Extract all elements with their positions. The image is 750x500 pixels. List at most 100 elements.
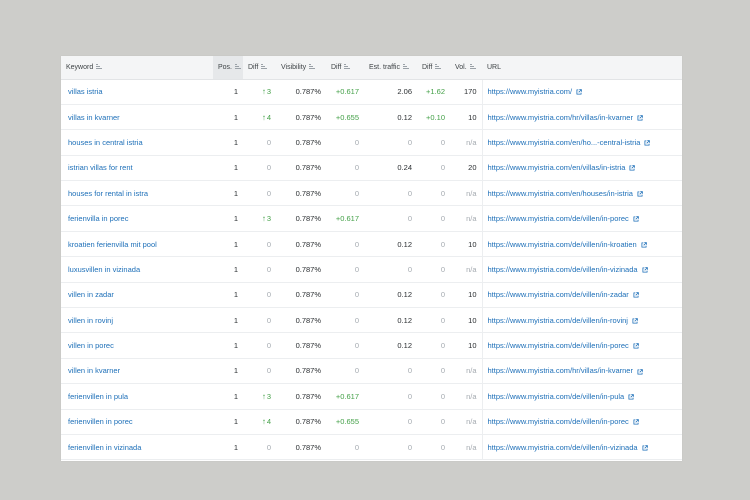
position-diff-cell: ↑3 <box>243 79 276 105</box>
sort-icon[interactable] <box>261 64 268 70</box>
col-header-label: Diff <box>331 63 342 71</box>
col-header-visibility[interactable]: Visibility <box>276 56 326 80</box>
position-cell: 1 <box>213 332 243 359</box>
url-link[interactable]: https://www.myistria.com/de/villen/in-pu… <box>487 391 625 401</box>
volume-cell: 170 <box>450 79 482 105</box>
url-link[interactable]: https://www.myistria.com/de/villen/in-kr… <box>487 239 637 249</box>
position-diff-cell: 0 <box>243 256 276 283</box>
position-cell: 1 <box>213 104 243 131</box>
col-header-traffic-diff[interactable]: Diff <box>417 56 450 80</box>
table-row: houses for rental in istra 1 0 0.787% 0 … <box>61 180 682 207</box>
visibility-diff-cell: 0 <box>326 155 364 182</box>
keyword-cell: villen in kvarner <box>61 358 213 385</box>
col-header-label: Pos. <box>218 63 233 71</box>
url-cell: https://www.myistria.com/de/villen/in-pu… <box>481 383 682 410</box>
volume-cell: 10 <box>450 282 482 309</box>
url-link[interactable]: https://www.myistria.com/de/villen/in-ro… <box>487 315 628 325</box>
sort-icon[interactable] <box>309 64 316 70</box>
col-header-position-diff[interactable]: Diff <box>243 56 276 80</box>
col-header-visibility-diff[interactable]: Diff <box>326 56 364 80</box>
keyword-link[interactable]: houses in central istria <box>68 137 143 147</box>
keyword-cell: kroatien ferienvilla mit pool <box>61 231 213 258</box>
arrow-up-icon: ↑ <box>261 87 266 97</box>
url-cell: https://www.myistria.com/de/villen/in-po… <box>481 205 682 232</box>
visibility-diff-cell: 0 <box>326 282 364 309</box>
keyword-link[interactable]: ferienvillen in vizinada <box>68 442 142 452</box>
keyword-link[interactable]: villen in zadar <box>68 290 114 300</box>
external-link-icon[interactable] <box>642 267 648 273</box>
traffic-cell: 0 <box>364 409 417 435</box>
external-link-icon[interactable] <box>576 89 582 95</box>
keyword-link[interactable]: luxusvillen in vizinada <box>68 264 141 274</box>
url-link[interactable]: https://www.myistria.com/de/villen/in-po… <box>487 214 629 224</box>
col-header-position[interactable]: Pos. <box>213 56 243 80</box>
url-link[interactable]: https://www.myistria.com/de/villen/in-po… <box>487 417 629 427</box>
external-link-icon[interactable] <box>637 368 643 375</box>
url-cell: https://www.myistria.com/de/villen/in-vi… <box>481 256 682 283</box>
visibility-cell: 0.787% <box>276 332 326 359</box>
keyword-link[interactable]: ferienvillen in pula <box>68 391 129 401</box>
arrow-up-icon: ↑ <box>261 417 266 427</box>
position-cell: 1 <box>213 231 243 258</box>
external-link-icon[interactable] <box>637 114 643 121</box>
traffic-diff-cell: 0 <box>417 383 450 410</box>
url-link[interactable]: https://www.myistria.com/ <box>487 87 573 97</box>
traffic-diff-cell: +0.10 <box>417 104 450 131</box>
url-link[interactable]: https://www.myistria.com/en/villas/in-is… <box>487 163 626 173</box>
external-link-icon[interactable] <box>637 190 643 197</box>
position-cell: 1 <box>213 155 243 182</box>
keyword-link[interactable]: villen in kvarner <box>68 366 121 376</box>
url-link[interactable]: https://www.myistria.com/en/ho...-centra… <box>487 137 641 147</box>
external-link-icon[interactable] <box>633 216 639 222</box>
table-row: villen in porec 1 0 0.787% 0 0.12 0 10 h… <box>61 332 682 359</box>
col-header-label: Vol. <box>455 63 467 71</box>
visibility-cell: 0.787% <box>276 155 326 182</box>
external-link-icon[interactable] <box>644 140 651 146</box>
keyword-link[interactable]: villas istria <box>68 87 103 97</box>
external-link-icon[interactable] <box>642 444 648 451</box>
position-diff-value: 0 <box>266 188 271 198</box>
table-row: istrian villas for rent 1 0 0.787% 0 0.2… <box>61 155 682 182</box>
keyword-link[interactable]: ferienvillen in porec <box>68 417 133 427</box>
external-link-icon[interactable] <box>633 292 639 298</box>
url-link[interactable]: https://www.myistria.com/de/villen/in-za… <box>487 290 629 300</box>
position-diff-value: 0 <box>266 163 271 173</box>
external-link-icon[interactable] <box>633 419 639 425</box>
sort-icon[interactable] <box>96 64 103 70</box>
url-link[interactable]: https://www.myistria.com/de/villen/in-vi… <box>487 264 638 274</box>
volume-cell: n/a <box>450 358 482 385</box>
external-link-icon[interactable] <box>633 343 639 349</box>
position-diff-cell: 0 <box>243 231 276 258</box>
col-header-traffic[interactable]: Est. traffic <box>364 56 417 80</box>
col-header-keyword[interactable]: Keyword <box>61 56 213 80</box>
url-link[interactable]: https://www.myistria.com/de/villen/in-po… <box>487 341 629 351</box>
keyword-link[interactable]: istrian villas for rent <box>68 163 133 173</box>
url-link[interactable]: https://www.myistria.com/de/villen/in-vi… <box>487 442 638 452</box>
url-link[interactable]: https://www.myistria.com/en/houses/in-is… <box>487 188 633 198</box>
sort-icon[interactable] <box>435 64 442 70</box>
sort-icon[interactable] <box>344 64 351 70</box>
visibility-cell: 0.787% <box>276 383 326 410</box>
keyword-link[interactable]: villas in kvarner <box>68 112 120 122</box>
external-link-icon[interactable] <box>628 394 635 400</box>
position-diff-value: 3 <box>266 214 271 224</box>
keyword-link[interactable]: villen in rovinj <box>68 315 114 325</box>
traffic-diff-cell: 0 <box>417 205 450 232</box>
col-header-label: Diff <box>422 63 433 71</box>
position-diff-cell: ↑3 <box>243 383 276 410</box>
external-link-icon[interactable] <box>641 241 647 248</box>
external-link-icon[interactable] <box>632 317 638 324</box>
sort-icon[interactable] <box>235 64 242 70</box>
keyword-link[interactable]: villen in porec <box>68 341 114 351</box>
url-link[interactable]: https://www.myistria.com/hr/villas/in-kv… <box>487 112 633 122</box>
external-link-icon[interactable] <box>629 165 636 171</box>
sort-icon[interactable] <box>469 64 476 70</box>
keyword-link[interactable]: kroatien ferienvilla mit pool <box>68 239 157 249</box>
position-diff-value: 0 <box>266 315 271 325</box>
url-link[interactable]: https://www.myistria.com/hr/villas/in-kv… <box>487 366 633 376</box>
sort-icon[interactable] <box>403 64 409 70</box>
col-header-volume[interactable]: Vol. <box>450 56 482 80</box>
keyword-link[interactable]: ferienvilla in porec <box>68 214 129 224</box>
keyword-link[interactable]: houses for rental in istra <box>68 188 149 198</box>
keyword-rankings-panel: Keyword Pos. Diff Visibility Diff Est. t… <box>61 56 682 461</box>
